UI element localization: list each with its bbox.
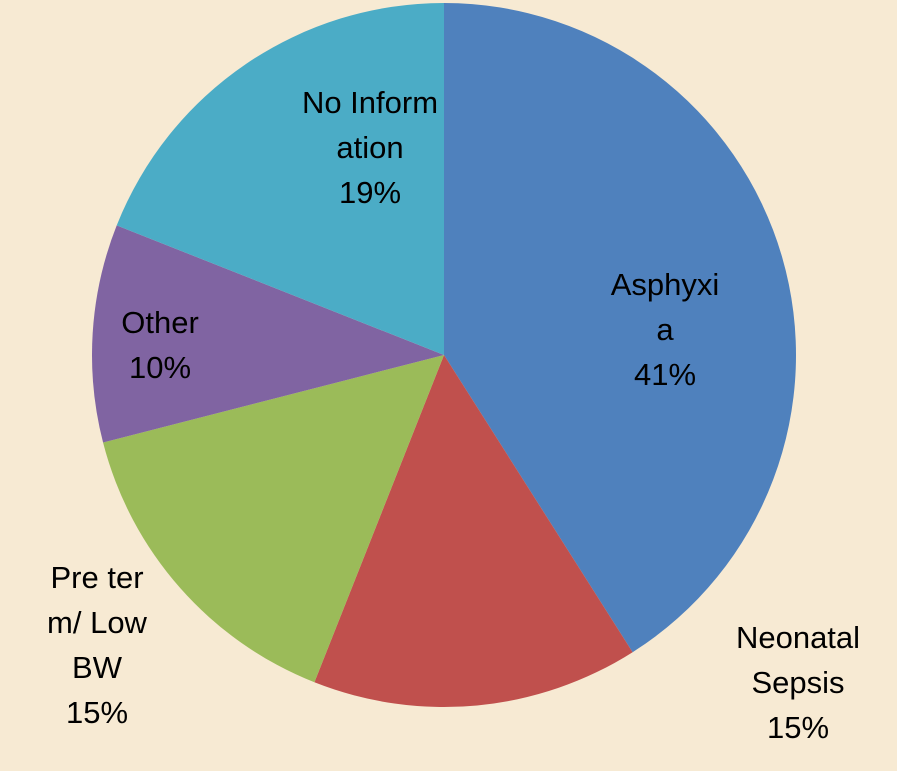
- slice-label: Pre term/ Low BW 15%: [37, 555, 157, 735]
- value-label: 10%: [128, 350, 192, 385]
- value-label: 41%: [633, 357, 697, 392]
- slice-label: Asphyxia 41%: [605, 262, 725, 397]
- pie-slice: [91, 225, 444, 443]
- value-label: 15%: [65, 695, 129, 730]
- value-label: 15%: [766, 710, 830, 745]
- value-label: 19%: [338, 175, 402, 210]
- category-label: Other: [121, 305, 199, 340]
- pie-slice: [116, 3, 444, 355]
- pie-slice: [103, 355, 445, 683]
- category-label: Asphyxia: [610, 267, 720, 347]
- pie-slice: [444, 3, 796, 653]
- slice-label: Other 10%: [100, 300, 220, 390]
- category-label: Neonatal Sepsis: [735, 620, 861, 700]
- category-label: No Information: [301, 85, 439, 165]
- category-label: Pre term/ Low BW: [47, 560, 147, 685]
- slice-label: Neonatal Sepsis 15%: [723, 615, 873, 750]
- slice-label: No Information 19%: [295, 80, 445, 215]
- pie-slice: [314, 355, 633, 707]
